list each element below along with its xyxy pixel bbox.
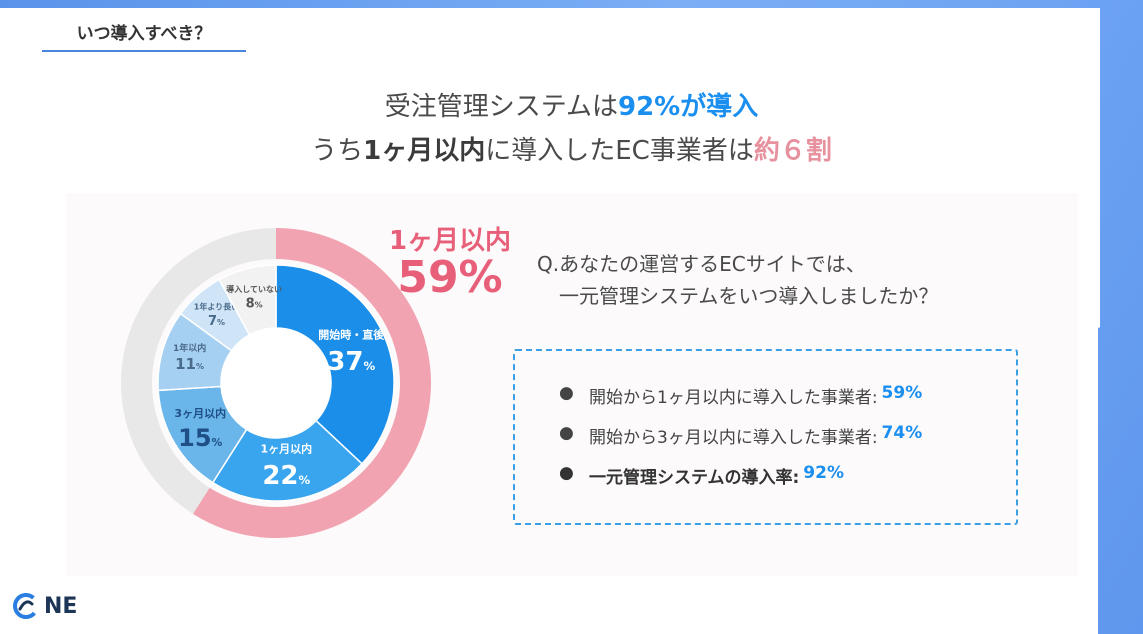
callout-value: 59% (397, 252, 503, 303)
headline-line-2: うち1ヶ月以内に導入したEC事業者は約６割 (0, 130, 1143, 167)
bullet-icon: ● (559, 463, 574, 483)
ne-logo-icon (13, 593, 39, 619)
headline-2-highlight: 約６割 (753, 136, 832, 166)
slice-label: 開始時・直後 (318, 328, 385, 342)
summary-item: ● 開始から1ヶ月以内に導入した事業者: 59% (559, 383, 922, 423)
summary-list: ● 開始から1ヶ月以内に導入した事業者: 59% ● 開始から3ヶ月以内に導入した事業… (559, 383, 922, 503)
slice-label: 導入していない (226, 284, 282, 294)
summary-item-value: 92% (803, 463, 844, 483)
section-tag-label: いつ導入すべき？ (76, 23, 212, 44)
summary-item-text: 開始から3ヶ月以内に導入した事業者: (589, 428, 878, 448)
summary-box: ● 開始から1ヶ月以内に導入した事業者: 59% ● 開始から3ヶ月以内に導入した事業… (513, 349, 1018, 525)
slice-label: 1年以内 (173, 342, 206, 354)
summary-item: ● 一元管理システムの導入率: 92% (559, 463, 922, 503)
bullet-icon: ● (559, 423, 574, 443)
slice-label: 3ヶ月以内 (174, 406, 226, 420)
question-line-1: Q.あなたの運営するECサイトでは、 (537, 252, 866, 276)
headline-1-text: 受注管理システムは (384, 92, 618, 122)
headline-2-pre: うち (311, 136, 364, 166)
slice-value: 8% (246, 297, 263, 312)
callout-label: 1ヶ月以内 (388, 226, 512, 256)
headline-2-bold: 1ヶ月以内 (363, 136, 486, 166)
logo-text: NE (44, 593, 78, 619)
headline-1-highlight: 92%が導入 (618, 92, 759, 122)
survey-question: Q.あなたの運営するECサイトでは、 一元管理システムをいつ導入しましたか？ (537, 248, 938, 312)
headline-2-mid: に導入したEC事業者は (485, 136, 754, 166)
summary-item-value: 59% (881, 383, 923, 403)
question-line-2: 一元管理システムをいつ導入しましたか？ (559, 284, 939, 308)
brand-logo: NE (12, 592, 77, 620)
summary-item: ● 開始から3ヶ月以内に導入した事業者: 74% (559, 423, 922, 463)
headline-line-1: 受注管理システムは92%が導入 (0, 86, 1143, 123)
summary-item-text: 一元管理システムの導入率: (589, 468, 800, 488)
slice-label: 1ヶ月以内 (260, 442, 312, 456)
slice-value: 7% (208, 314, 225, 329)
bullet-icon: ● (559, 383, 574, 403)
summary-item-value: 74% (881, 423, 923, 443)
outer-ring-segment (192, 228, 431, 538)
outer-ring-segment (121, 228, 276, 514)
donut-hole (221, 328, 331, 438)
slice-label: 1年より長い (194, 302, 239, 312)
summary-item-text: 開始から1ヶ月以内に導入した事業者: (589, 388, 878, 408)
section-tag: いつ導入すべき？ (42, 12, 246, 52)
